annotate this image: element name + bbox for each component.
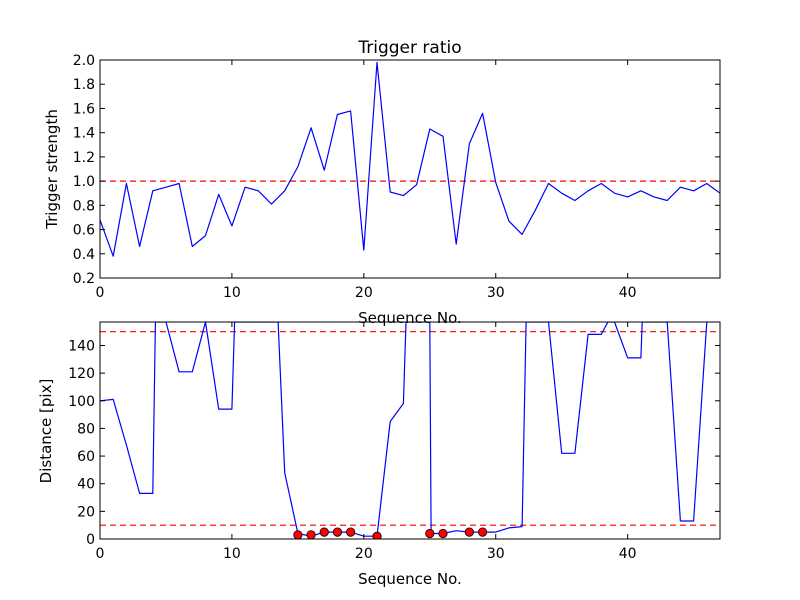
- plot-frame: [99, 321, 721, 540]
- y-tick-label: 60: [77, 449, 95, 465]
- y-tick-label: 1.6: [73, 101, 95, 117]
- data-point-marker: [438, 528, 448, 539]
- x-tick-label: 30: [487, 546, 505, 562]
- series-line: [100, 61, 720, 257]
- x-axis-label: Sequence No.: [358, 309, 462, 327]
- y-tick-label: 1.0: [73, 174, 95, 190]
- y-tick-label: 1.4: [73, 126, 95, 142]
- plot-area: [100, 322, 720, 539]
- x-tick-label: 20: [355, 546, 373, 562]
- data-point-marker: [372, 531, 382, 539]
- y-tick-label: 0.8: [73, 198, 95, 214]
- distance-chart: Sequence No. Distance [pix] 0 10 20 30 40 0 20…: [37, 321, 721, 588]
- x-tick-label: 30: [487, 285, 505, 301]
- x-axis-label: Sequence No.: [358, 570, 462, 588]
- data-point-marker: [464, 527, 474, 537]
- plot-area: [100, 61, 720, 257]
- y-tick-label: 1.2: [73, 150, 95, 166]
- y-tick-label: 40: [77, 477, 95, 493]
- y-tick-label: 20: [77, 504, 95, 520]
- y-axis-label: Distance [pix]: [37, 379, 55, 484]
- y-tick-label: 0.2: [73, 271, 95, 287]
- chart-title: Trigger ratio: [357, 38, 461, 58]
- trigger-ratio-chart: Trigger ratio Sequence No. Trigger stren…: [43, 38, 721, 327]
- y-axis-label: Trigger strength: [43, 109, 61, 230]
- data-point-marker: [346, 527, 356, 537]
- y-tick-label: 1.8: [73, 77, 95, 93]
- x-tick-label: 40: [619, 285, 637, 301]
- x-tick-label: 10: [223, 285, 241, 301]
- x-tick-label: 20: [355, 285, 373, 301]
- y-tick-label: 120: [68, 366, 95, 382]
- data-point-marker: [425, 528, 435, 539]
- series-line: [100, 322, 708, 537]
- data-point-marker: [293, 530, 303, 539]
- x-tick-label: 40: [619, 546, 637, 562]
- data-point-marker: [306, 530, 316, 539]
- y-tick-label: 80: [77, 421, 95, 437]
- x-tick-label: 0: [96, 285, 105, 301]
- data-point-marker: [319, 527, 329, 537]
- y-tick-label: 0.6: [73, 223, 95, 239]
- data-point-marker: [332, 527, 343, 537]
- x-tick-label: 0: [96, 546, 105, 562]
- data-point-marker: [477, 527, 488, 537]
- y-tick-label: 100: [68, 394, 95, 410]
- y-tick-label: 0.4: [73, 247, 95, 263]
- y-tick-label: 2.0: [73, 53, 95, 69]
- y-tick-label: 0: [86, 532, 95, 548]
- y-tick-label: 140: [68, 338, 95, 354]
- plot-frame: [99, 59, 721, 279]
- x-tick-label: 10: [223, 546, 241, 562]
